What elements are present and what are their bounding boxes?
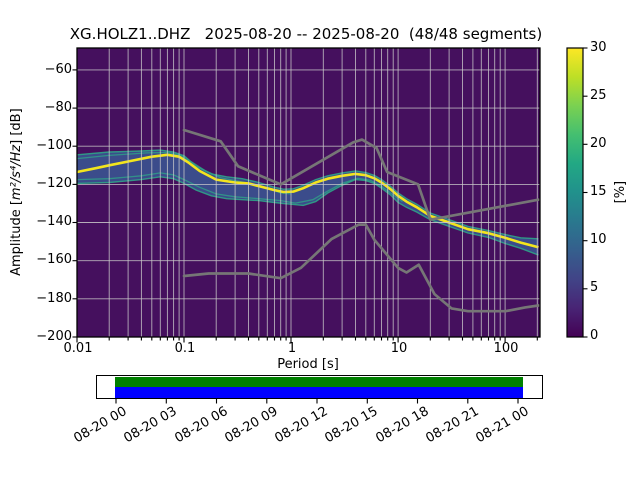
y-axis-label-prefix: Amplitude [	[8, 200, 24, 276]
y-tick-label: −160	[36, 252, 72, 267]
x-tick-label: 10	[390, 341, 408, 356]
y-tick-label: −180	[36, 291, 72, 306]
y-axis-label: Amplitude [m²/s⁴/Hz] [dB]	[9, 32, 25, 352]
coverage-bar-bottom	[115, 387, 523, 398]
plot-title: XG.HOLZ1..DHZ 2025-08-20 -- 2025-08-20 (…	[69, 25, 543, 43]
x-axis-label: Period [s]	[277, 357, 339, 372]
coverage-bar-top	[115, 377, 523, 387]
y-axis-label-suffix: ] [dB]	[8, 108, 24, 145]
y-tick-label: −120	[36, 176, 72, 191]
y-tick-label: −100	[36, 138, 72, 153]
colorbar-tick-label: 25	[590, 88, 607, 103]
y-tick-label: −80	[44, 100, 72, 115]
y-tick-label: −60	[44, 62, 72, 77]
y-tick-label: −200	[36, 329, 72, 344]
colorbar-tick-label: 20	[590, 136, 607, 151]
colorbar-tick-label: 10	[590, 232, 607, 247]
x-tick-label: 0.1	[174, 341, 196, 356]
colorbar-tick-label: 0	[590, 328, 599, 343]
y-tick-label: −140	[36, 214, 72, 229]
x-tick-label: 0.01	[63, 341, 93, 356]
colorbar-tick-label: 15	[590, 184, 607, 199]
colorbar-tick-label: 5	[590, 280, 599, 295]
colorbar-label: [%]	[612, 180, 628, 204]
x-tick-label: 100	[493, 341, 519, 356]
x-tick-label: 1	[287, 341, 297, 356]
colorbar-tick-label: 30	[590, 40, 607, 55]
y-axis-label-math: m²/s⁴/Hz	[8, 144, 24, 201]
